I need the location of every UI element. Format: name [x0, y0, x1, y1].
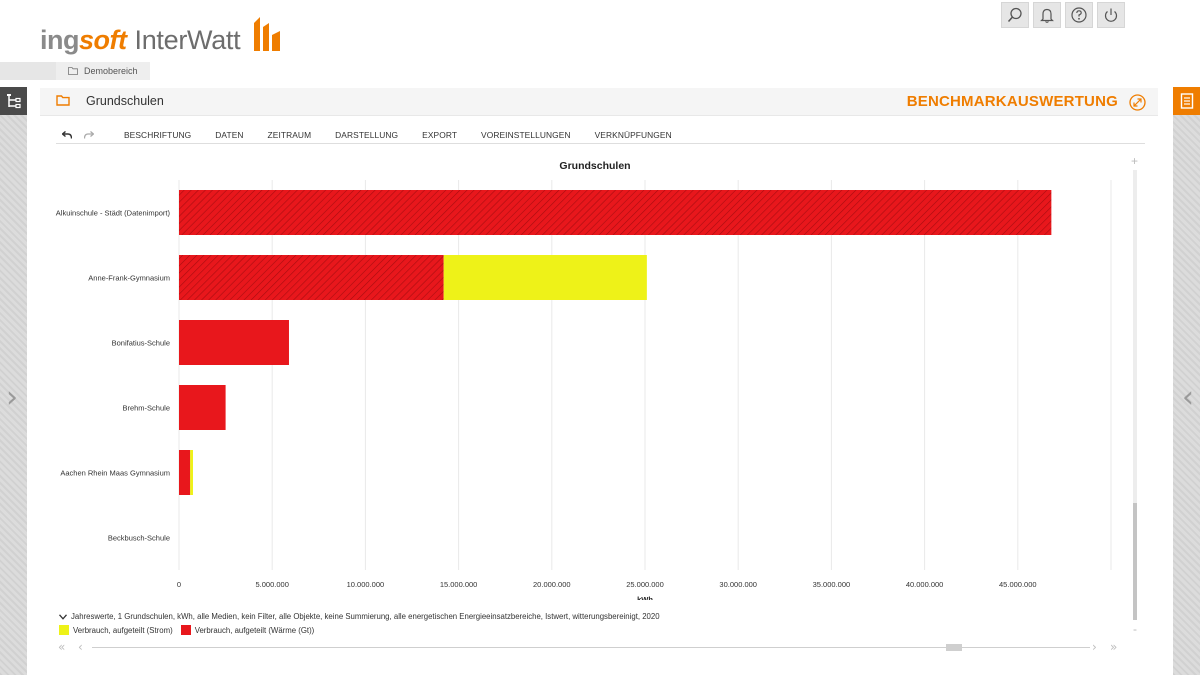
breadcrumb-label: Demobereich: [84, 66, 138, 76]
legend-swatch-strom: [59, 625, 69, 635]
logo-text-interwatt: InterWatt: [134, 25, 241, 55]
vertical-scrollbar[interactable]: [1133, 170, 1137, 620]
chart-toolbar: BESCHRIFTUNG DATEN ZEITRAUM DARSTELLUNG …: [56, 126, 1145, 144]
scroll-last-icon[interactable]: »: [1110, 640, 1118, 654]
y-tick-label: Anne-Frank-Gymnasium: [88, 274, 170, 283]
left-sidebar-collapsed[interactable]: [0, 87, 27, 675]
scroll-prev-icon[interactable]: ‹: [78, 640, 83, 654]
undo-icon: [62, 130, 72, 139]
menu-darstellung[interactable]: DARSTELLUNG: [335, 129, 399, 140]
chart-title: Grundschulen: [559, 160, 630, 172]
bar-segment: [179, 190, 1052, 235]
x-tick-label: 30.000.000: [719, 580, 757, 589]
bar-segment: [443, 255, 647, 300]
expand-icon[interactable]: [1129, 94, 1146, 111]
x-axis-label: kWh: [637, 595, 653, 600]
breadcrumb[interactable]: Demobereich: [56, 62, 150, 80]
bar-segment: [179, 255, 444, 300]
zoom-out-icon[interactable]: -: [1133, 622, 1137, 636]
scroll-thumb[interactable]: [946, 644, 962, 651]
x-tick-label: 45.000.000: [999, 580, 1037, 589]
x-tick-label: 40.000.000: [906, 580, 944, 589]
redo-button[interactable]: [78, 130, 100, 139]
bar-segment: [179, 385, 226, 430]
menu-daten[interactable]: DATEN: [215, 129, 244, 140]
scroll-first-icon[interactable]: «: [58, 640, 66, 654]
folder-icon: [68, 67, 78, 75]
legend-item-strom[interactable]: Verbrauch, aufgeteilt (Strom): [59, 625, 173, 635]
zoom-in-icon[interactable]: +: [1131, 154, 1139, 168]
y-tick-label: Bonifatius-Schule: [112, 339, 170, 348]
ingsoft-logo: ing soft InterWatt: [40, 17, 282, 56]
footnote-text: Jahreswerte, 1 Grundschulen, kWh, alle M…: [71, 612, 660, 621]
help-button[interactable]: [1065, 2, 1093, 28]
chevron-left-icon[interactable]: ‹: [1182, 380, 1194, 415]
header-actions: [1001, 2, 1125, 28]
bell-icon: [1040, 8, 1054, 23]
help-icon: [1071, 7, 1087, 23]
vertical-scrollbar-thumb[interactable]: [1133, 503, 1137, 620]
logo-text-ing: ing: [40, 25, 80, 55]
notifications-button[interactable]: [1033, 2, 1061, 28]
bar-segment: [190, 450, 193, 495]
y-tick-label: Brehm-Schule: [122, 404, 170, 413]
scroll-track[interactable]: [92, 647, 1090, 648]
y-tick-label: Beckbusch-Schule: [108, 534, 170, 543]
power-icon: [1104, 8, 1118, 22]
chevron-down-icon: [59, 613, 67, 620]
y-tick-label: Alkuinschule - Städt (Datenimport): [56, 209, 171, 218]
logo-bars-icon: [254, 17, 281, 51]
menu-voreinstellungen[interactable]: VOREINSTELLUNGEN: [481, 129, 571, 140]
menu-verknuepfungen[interactable]: VERKNÜPFUNGEN: [594, 129, 672, 140]
search-button[interactable]: [1001, 2, 1029, 28]
x-tick-label: 35.000.000: [813, 580, 851, 589]
redo-icon: [84, 130, 94, 139]
logout-button[interactable]: [1097, 2, 1125, 28]
module-title: BENCHMARKAUSWERTUNG: [906, 93, 1118, 110]
folder-icon: [56, 95, 70, 106]
legend-item-waerme[interactable]: Verbrauch, aufgeteilt (Wärme (Gt)): [180, 625, 315, 635]
x-tick-label: 15.000.000: [440, 580, 478, 589]
document-icon: [1180, 93, 1193, 109]
logo-text-soft: soft: [79, 25, 127, 55]
scroll-next-icon[interactable]: ›: [1092, 640, 1097, 654]
chart-legend: Verbrauch, aufgeteilt (Strom) Verbrauch,…: [59, 625, 322, 635]
right-sidebar-collapsed[interactable]: [1173, 87, 1200, 675]
chevron-right-icon[interactable]: ›: [6, 380, 18, 415]
page-title: Grundschulen: [86, 94, 164, 108]
menu-zeitraum[interactable]: ZEITRAUM: [267, 129, 312, 140]
chart-footnote[interactable]: Jahreswerte, 1 Grundschulen, kWh, alle M…: [59, 612, 660, 621]
legend-label-strom: Verbrauch, aufgeteilt (Strom): [73, 625, 173, 635]
tree-icon: [6, 94, 21, 109]
x-tick-label: 25.000.000: [626, 580, 664, 589]
horizontal-scrollbar[interactable]: « ‹ › »: [56, 640, 1126, 656]
bar-segment: [179, 320, 289, 365]
tree-toggle-button[interactable]: [0, 87, 27, 115]
x-tick-label: 0: [177, 580, 181, 589]
menu-beschriftung[interactable]: BESCHRIFTUNG: [124, 129, 192, 140]
chart-svg: Grundschulen 0 5.000.000 10.000.000 15.000.…: [56, 160, 1112, 604]
search-icon: [1007, 7, 1022, 22]
undo-button[interactable]: [56, 130, 78, 139]
legend-label-waerme: Verbrauch, aufgeteilt (Wärme (Gt)): [194, 625, 315, 635]
x-tick-label: 5.000.000: [256, 580, 289, 589]
x-tick-label: 10.000.000: [347, 580, 385, 589]
y-tick-label: Aachen Rhein Maas Gymnasium: [60, 469, 170, 478]
panel-header: Grundschulen BENCHMARKAUSWERTUNG: [40, 88, 1158, 116]
benchmark-chart: Grundschulen 0 5.000.000 10.000.000 15.000.…: [40, 150, 1140, 604]
breadcrumb-spacer: [0, 62, 56, 80]
legend-swatch-waerme: [180, 625, 191, 635]
x-tick-label: 20.000.000: [533, 580, 571, 589]
bar-segment: [179, 450, 191, 495]
menu-export[interactable]: EXPORT: [422, 129, 458, 140]
notes-toggle-button[interactable]: [1173, 87, 1200, 115]
